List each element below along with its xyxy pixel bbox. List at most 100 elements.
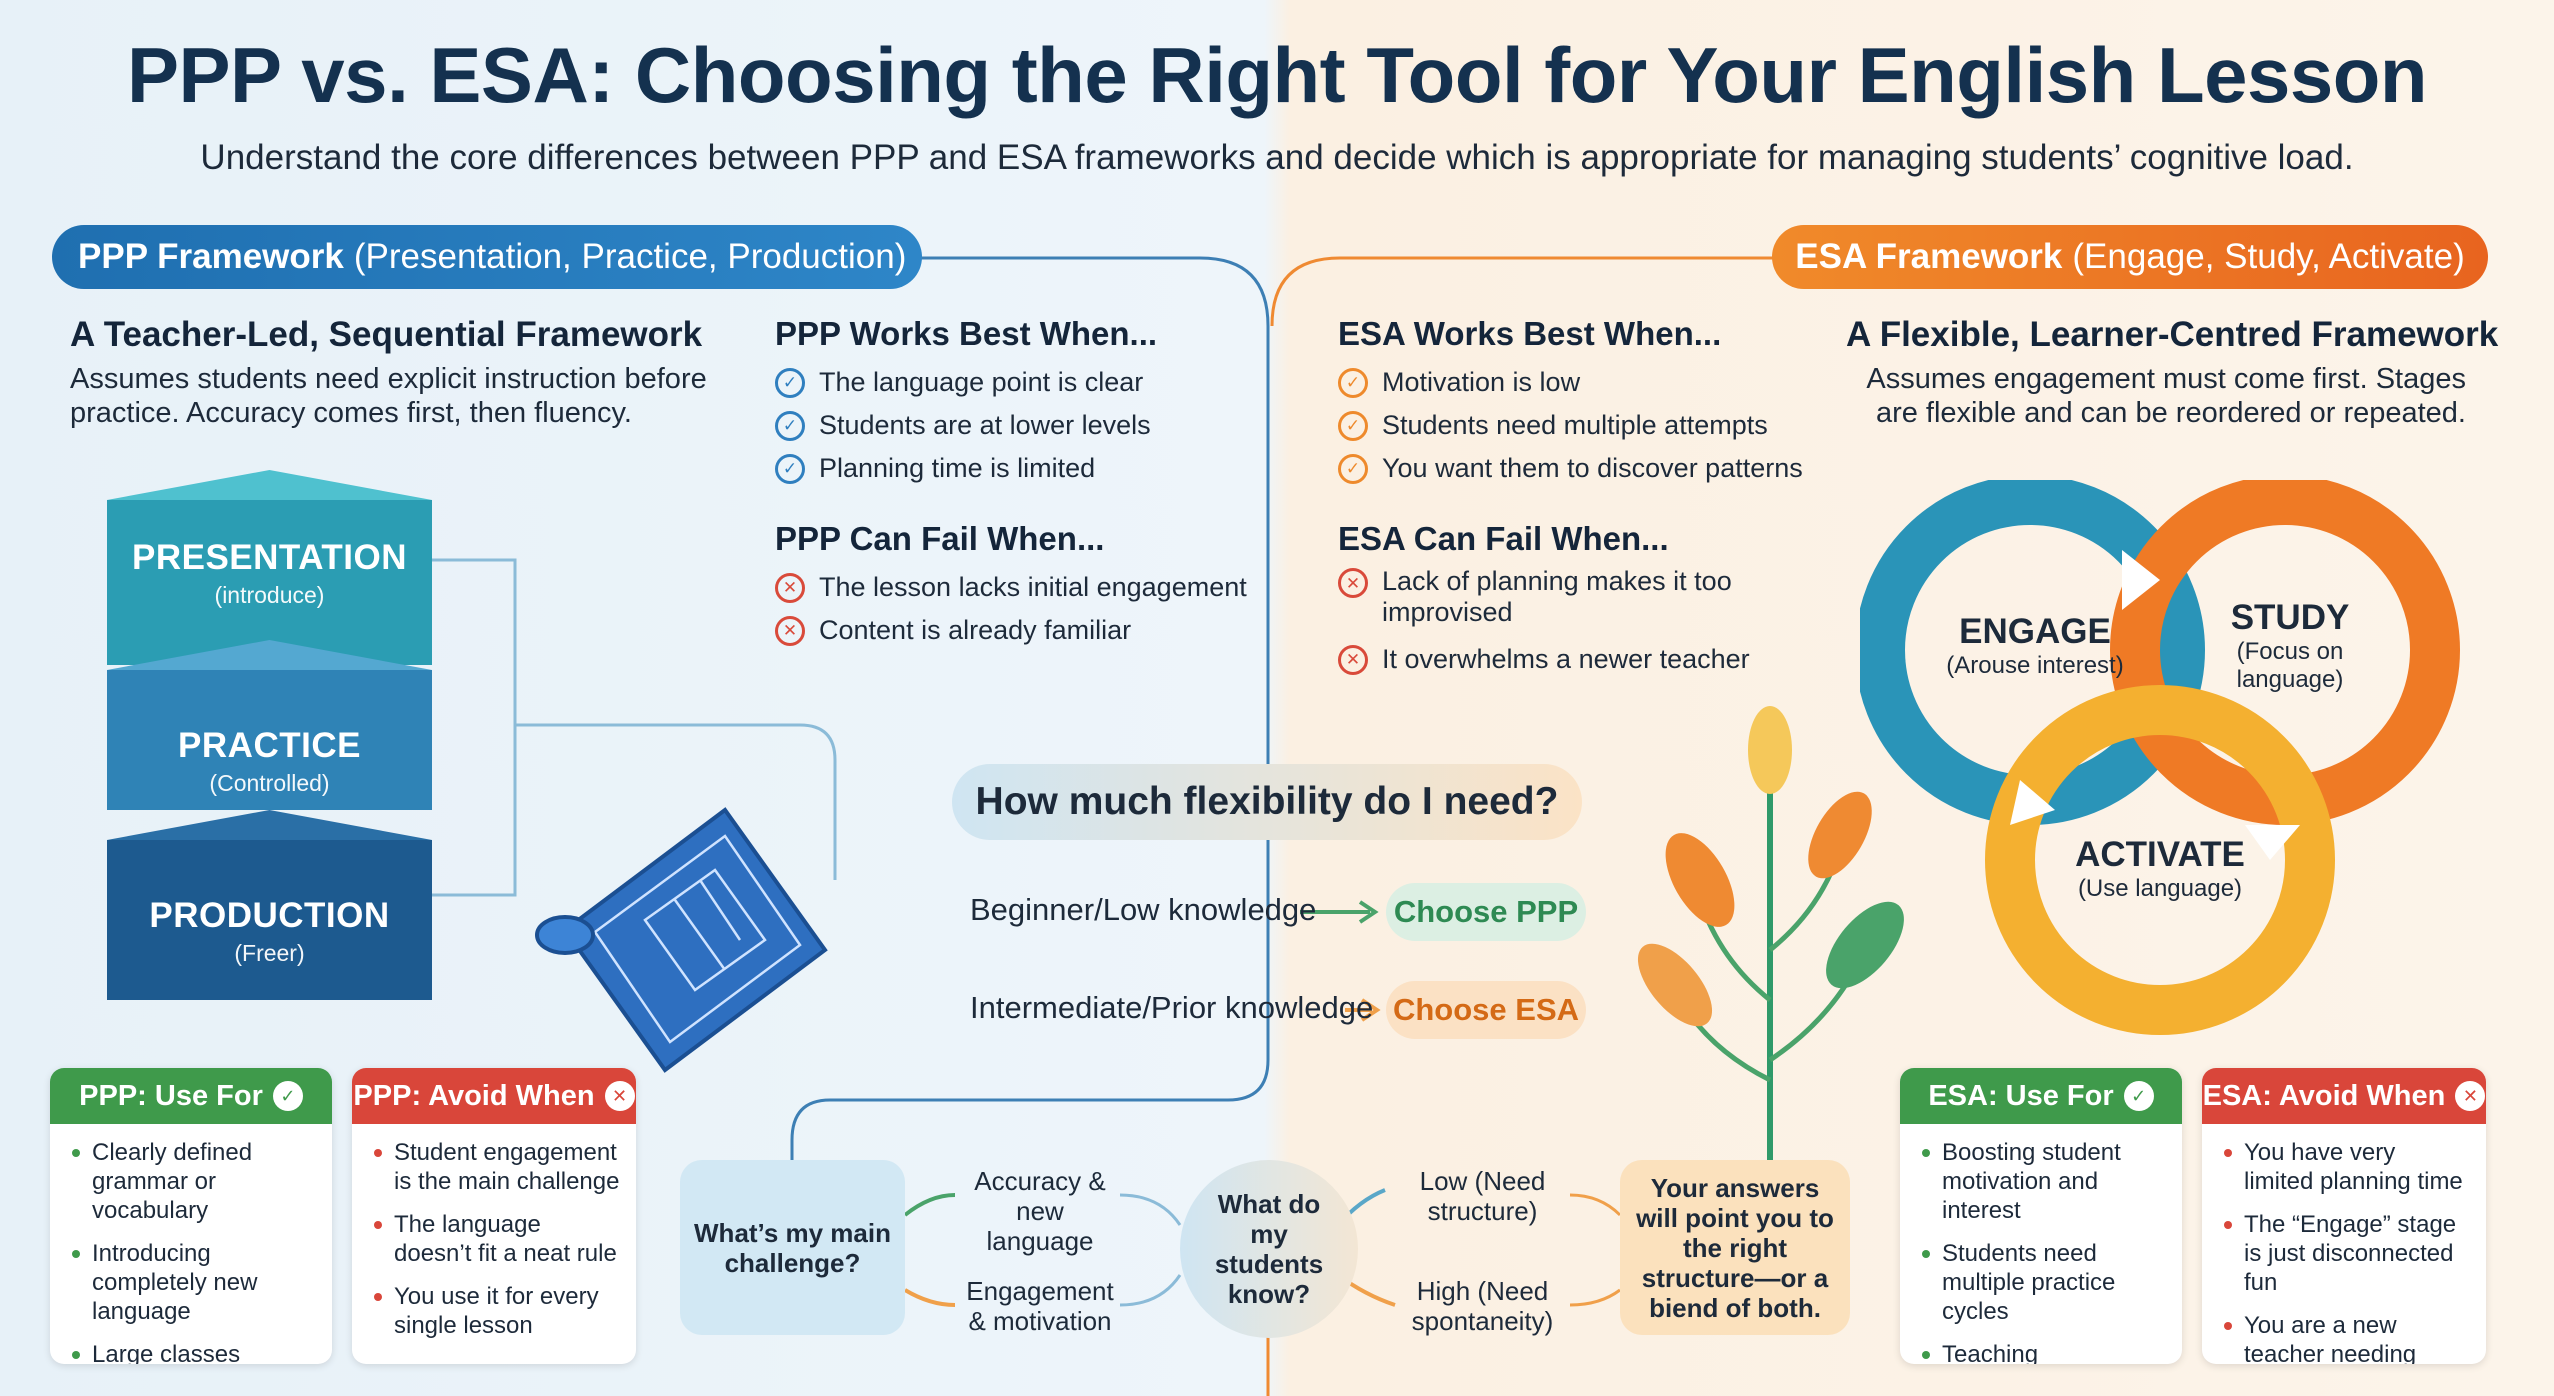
- x-icon: ✕: [775, 615, 805, 646]
- esa-pill-rest: (Engage, Study, Activate): [2072, 237, 2465, 276]
- esa-use-header: ESA: Use For ✓: [1900, 1068, 2182, 1124]
- check-icon: ✓: [775, 453, 805, 484]
- esa-avoid-header: ESA: Avoid When ✕: [2202, 1068, 2486, 1124]
- ppp-fail-title: PPP Can Fail When...: [775, 520, 1105, 557]
- esa-use-item: Students need multiple practice cycles: [1942, 1240, 2116, 1325]
- list-item: ✓ Motivation is low: [1338, 361, 1803, 404]
- list-item: Introducing completely new language: [72, 1239, 316, 1326]
- esa-fail-item: It overwhelms a newer teacher: [1382, 644, 1750, 674]
- check-icon: ✓: [2123, 1081, 2154, 1111]
- flow-branch-accuracy: Accuracy & new language: [974, 1166, 1106, 1256]
- sprout-icon: [1637, 706, 1904, 1170]
- ppp-avoid-header: PPP: Avoid When ✕: [352, 1068, 636, 1124]
- list-item: Teaching intermediate or higher levels: [1922, 1340, 2166, 1364]
- list-item: Boosting student motivation and interest: [1922, 1138, 2166, 1225]
- esa-works-item: Students need multiple attempts: [1382, 410, 1768, 440]
- ppp-use-header: PPP: Use For ✓: [50, 1068, 332, 1124]
- list-item: Large classes needing controlled practic…: [72, 1340, 316, 1364]
- ppp-works-section: PPP Works Best When... ✓ The language poi…: [775, 315, 1157, 490]
- esa-use-title: ESA: Use For: [1928, 1079, 2114, 1112]
- ppp-use-card: PPP: Use For ✓ Clearly defined grammar or…: [50, 1068, 332, 1364]
- page-title: PPP vs. ESA: Choosing the Right Tool for…: [126, 31, 2428, 119]
- ppp-use-item: Large classes needing controlled practic…: [92, 1341, 241, 1364]
- ppp-use-title: PPP: Use For: [79, 1079, 263, 1112]
- cycle-study: STUDY (Focus on language): [2190, 598, 2390, 694]
- list-item: You have very limited planning time: [2224, 1138, 2470, 1196]
- esa-use-item: Teaching intermediate or higher levels: [1942, 1341, 2039, 1364]
- flow-branch-low: Low (Need structure): [1419, 1166, 1546, 1226]
- x-icon: ✕: [1338, 644, 1368, 675]
- ppp-avoid-item: The language doesn’t fit a neat rule: [394, 1211, 617, 1267]
- stack-practice-sub: (Controlled): [209, 770, 330, 796]
- page-subtitle: Understand the core differences between …: [200, 138, 2354, 177]
- list-item: The language doesn’t fit a neat rule: [374, 1210, 620, 1268]
- esa-fail-section: ESA Can Fail When... ✕ Lack of planning m…: [1338, 520, 1758, 681]
- list-item: ✓ Students need multiple attempts: [1338, 404, 1803, 447]
- ppp-works-item: Planning time is limited: [819, 453, 1096, 483]
- ppp-works-item: The language point is clear: [819, 367, 1144, 397]
- cycle-engage-title: ENGAGE: [1959, 612, 2111, 651]
- ppp-fail-item: Content is already familiar: [819, 615, 1132, 645]
- stack-production: PRODUCTION (Freer): [107, 810, 432, 1000]
- esa-works-section: ESA Works Best When... ✓ Motivation is lo…: [1338, 315, 1803, 490]
- esa-avoid-item: You are a new teacher needing more struc…: [2244, 1312, 2417, 1364]
- esa-cycle-diagram: [1860, 480, 2460, 1035]
- stack-practice: PRACTICE (Controlled): [107, 640, 432, 810]
- flow-start-box: What’s my main challenge?: [680, 1160, 905, 1335]
- check-icon: ✓: [1338, 453, 1368, 484]
- list-item: ✕ It overwhelms a newer teacher: [1338, 638, 1758, 681]
- esa-heading: A Flexible, Learner-Centred Framework: [1846, 315, 2499, 354]
- cycle-activate-sub: (Use language): [2077, 875, 2243, 902]
- list-item: You use it for every single lesson: [374, 1282, 620, 1340]
- ppp-description: Assumes students need explicit instructi…: [70, 363, 707, 429]
- list-item: ✕ The lesson lacks initial engagement: [775, 566, 1247, 609]
- esa-works-title: ESA Works Best When...: [1338, 315, 1722, 352]
- esa-framework-pill: ESA Framework (Engage, Study, Activate): [1772, 225, 2488, 289]
- list-item: ✓ The language point is clear: [775, 361, 1157, 404]
- stack-production-sub: (Freer): [234, 940, 305, 966]
- esa-avoid-title: ESA: Avoid When: [2202, 1079, 2446, 1112]
- list-item: ✕ Lack of planning makes it too improvise…: [1338, 566, 1758, 628]
- flow-branch-high: High (Need spontaneity): [1411, 1276, 1554, 1336]
- esa-works-item: You want them to discover patterns: [1382, 453, 1803, 483]
- esa-description: Assumes engagement must come first. Stag…: [1866, 363, 2466, 429]
- flow-middle-text: What do my students know?: [1214, 1189, 1324, 1309]
- choose-ppp-badge: Choose PPP: [1386, 883, 1586, 941]
- x-icon: ✕: [775, 572, 805, 603]
- ppp-pill-bold: PPP Framework: [78, 237, 344, 276]
- stack-presentation-title: PRESENTATION: [132, 538, 407, 577]
- flexibility-question: How much flexibility do I need?: [952, 764, 1582, 840]
- stack-production-title: PRODUCTION: [149, 896, 390, 935]
- esa-fail-item: Lack of planning makes it too improvised: [1382, 566, 1732, 627]
- route-intermediate-label: Intermediate/Prior knowledge: [970, 990, 1374, 1025]
- ppp-works-title: PPP Works Best When...: [775, 315, 1158, 352]
- esa-use-item: Boosting student motivation and interest: [1942, 1139, 2121, 1224]
- list-item: ✓ Students are at lower levels: [775, 404, 1157, 447]
- x-icon: ✕: [604, 1081, 635, 1111]
- esa-fail-title: ESA Can Fail When...: [1338, 520, 1669, 557]
- route-beginner-label: Beginner/Low knowledge: [970, 892, 1317, 927]
- ppp-heading: A Teacher-Led, Sequential Framework: [70, 315, 703, 354]
- ppp-avoid-card: PPP: Avoid When ✕ Student engagement is t…: [352, 1068, 636, 1364]
- check-icon: ✓: [775, 410, 805, 441]
- list-item: Student engagement is the main challenge: [374, 1138, 620, 1196]
- stack-practice-title: PRACTICE: [178, 726, 361, 765]
- cycle-engage: ENGAGE (Arouse interest): [1925, 612, 2145, 680]
- esa-avoid-item: You have very limited planning time: [2244, 1139, 2463, 1195]
- list-item: The “Engage” stage is just disconnected …: [2224, 1210, 2470, 1297]
- esa-avoid-item: The “Engage” stage is just disconnected …: [2244, 1211, 2457, 1296]
- cycle-activate-title: ACTIVATE: [2075, 835, 2245, 874]
- x-icon: ✕: [1338, 568, 1368, 598]
- cycle-study-title: STUDY: [2230, 598, 2350, 637]
- check-icon: ✓: [1338, 367, 1368, 398]
- esa-pill-bold: ESA Framework: [1795, 237, 2063, 276]
- list-item: You are a new teacher needing more struc…: [2224, 1311, 2470, 1364]
- esa-use-card: ESA: Use For ✓ Boosting student motivatio…: [1900, 1068, 2182, 1364]
- flow-middle-circle: What do my students know?: [1180, 1160, 1358, 1338]
- blueprint-icon: [535, 807, 828, 1073]
- list-item: ✕ Content is already familiar: [775, 609, 1247, 652]
- check-icon: ✓: [1338, 410, 1368, 441]
- check-icon: ✓: [775, 367, 805, 398]
- ppp-pill-rest: (Presentation, Practice, Production): [353, 237, 907, 276]
